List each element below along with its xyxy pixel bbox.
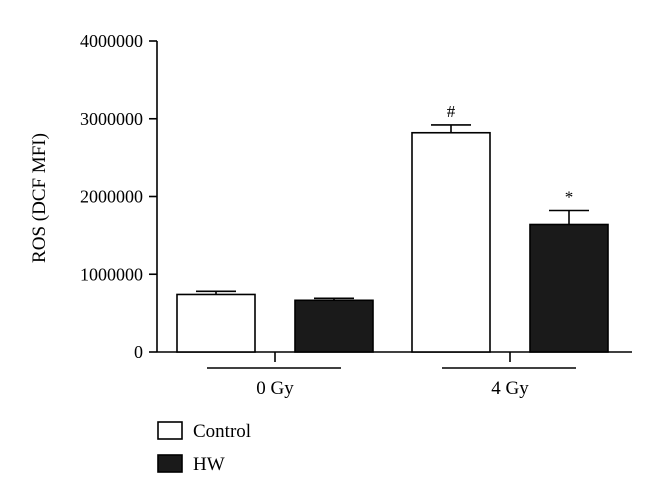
legend-swatch-control xyxy=(157,421,183,440)
y-ticks: 0 1000000 2000000 3000000 4000000 xyxy=(80,31,157,362)
bar-control-4gy xyxy=(411,131,491,353)
y-tick-label: 2000000 xyxy=(80,187,143,207)
y-tick-label: 4000000 xyxy=(80,31,143,51)
legend-label-hw: HW xyxy=(193,454,225,475)
legend-swatch-hw xyxy=(157,454,183,473)
legend-label-control: Control xyxy=(193,421,251,442)
y-tick-label: 1000000 xyxy=(80,264,143,284)
x-tick-label: 0 Gy xyxy=(256,378,294,399)
legend: Control HW xyxy=(157,421,251,475)
x-tick-label: 4 Gy xyxy=(491,378,529,399)
bar-hw-0gy xyxy=(294,299,374,353)
bar-hw-4gy xyxy=(529,223,609,353)
y-axis-label: ROS (DCF MFI) xyxy=(29,133,50,263)
category-groups: 0 Gy 4 Gy xyxy=(207,352,576,399)
significance-marker: # xyxy=(447,102,456,121)
bars xyxy=(176,124,609,353)
bar-control-0gy xyxy=(176,293,256,353)
annotations: #* xyxy=(447,102,574,207)
y-tick-label: 0 xyxy=(134,342,143,362)
significance-marker: * xyxy=(565,187,574,206)
y-tick-label: 3000000 xyxy=(80,109,143,129)
